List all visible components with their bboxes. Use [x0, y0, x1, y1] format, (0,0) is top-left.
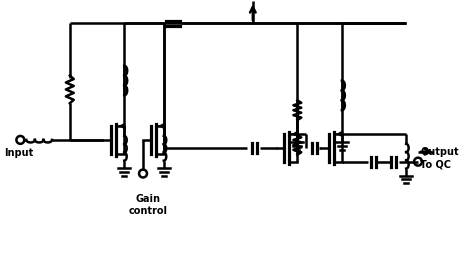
Text: To QC: To QC	[420, 160, 451, 170]
Text: Input: Input	[5, 148, 34, 158]
Text: Output: Output	[420, 147, 459, 157]
Text: Gain
control: Gain control	[128, 194, 167, 216]
